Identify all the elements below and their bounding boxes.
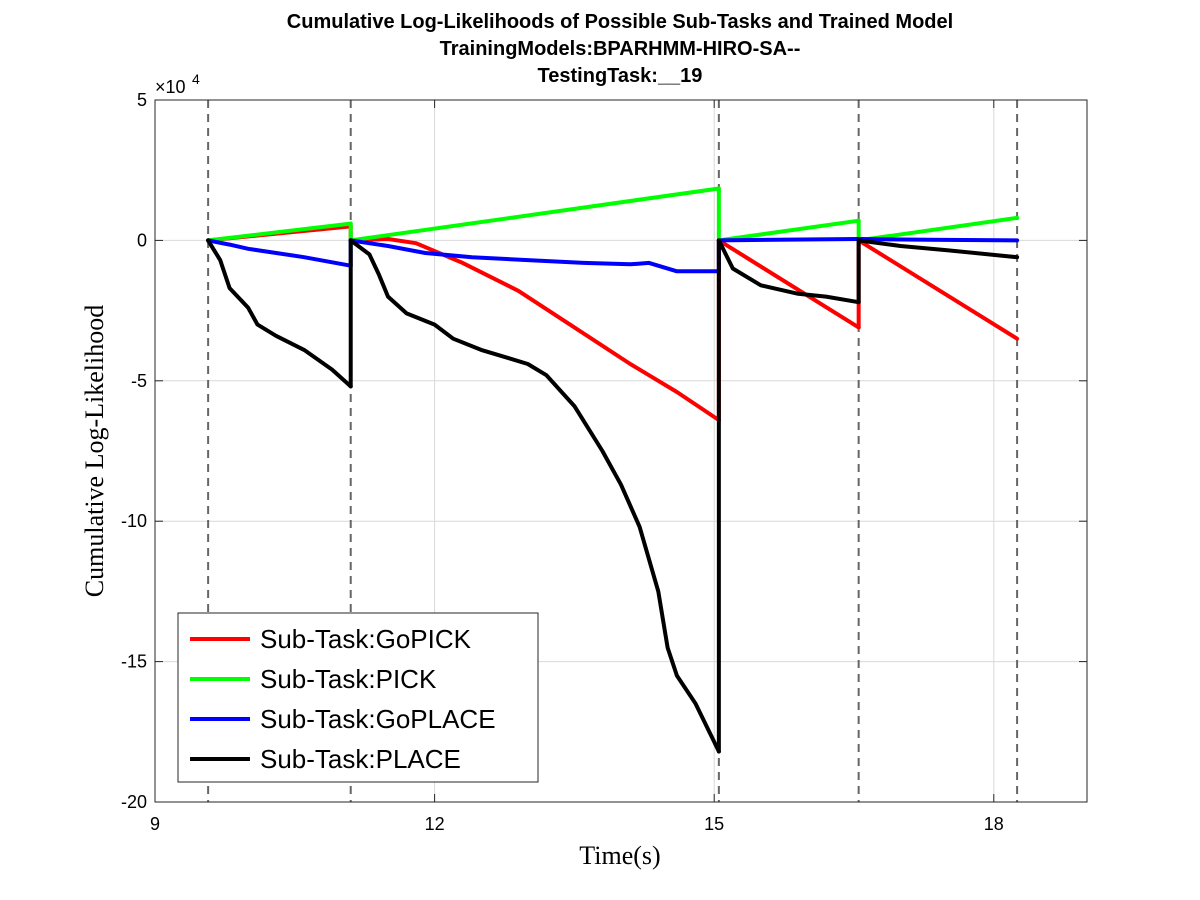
chart-title-line-1: Cumulative Log-Likelihoods of Possible S… <box>287 11 953 33</box>
y-axis-exponent-base: ×10 <box>155 77 186 97</box>
series-2-segment-3 <box>856 237 1020 243</box>
series-0-segment-1 <box>348 237 721 423</box>
legend-label-1: Sub-Task:PICK <box>260 664 437 694</box>
chart-title-line-2: TrainingModels:BPARHMM-HIRO-SA-- <box>440 38 801 60</box>
series-2-segment-0 <box>206 238 353 268</box>
y-tick-label-1: 0 <box>137 230 147 250</box>
x-tick-label-1: 12 <box>425 814 445 834</box>
x-axis-label: Time(s) <box>579 841 660 870</box>
y-axis-exponent: ×10 4 <box>155 71 200 97</box>
series-3-segment-2 <box>716 238 861 305</box>
y-axis-label: Cumulative Log-Likelihood <box>80 305 109 597</box>
chart-title-group: Cumulative Log-Likelihoods of Possible S… <box>287 11 953 87</box>
plot-frame <box>154 99 1088 803</box>
series-2-segment-1 <box>348 238 721 274</box>
x-tick-label-3: 18 <box>984 814 1004 834</box>
legend-box <box>177 612 539 783</box>
x-tick-label-2: 15 <box>704 814 724 834</box>
series-1-segment-2 <box>716 218 861 243</box>
legend-label-3: Sub-Task:PLACE <box>260 744 461 774</box>
series-3-segment-0 <box>206 238 353 389</box>
y-axis-exponent-power: 4 <box>192 71 200 87</box>
x-tick-label-0: 9 <box>150 814 160 834</box>
series-3-segment-3 <box>856 238 1020 260</box>
legend-label-2: Sub-Task:GoPLACE <box>260 704 496 734</box>
legend: Sub-Task:GoPICK Sub-Task:PICK Sub-Task:GoP… <box>177 612 539 783</box>
y-tick-label-0: 5 <box>137 90 147 110</box>
y-tick-label-3: -10 <box>121 511 147 531</box>
y-tick-label-2: -5 <box>131 371 147 391</box>
series-3-segment-1 <box>348 238 721 754</box>
series-1-segment-1 <box>348 186 721 243</box>
legend-label-0: Sub-Task:GoPICK <box>260 624 472 654</box>
y-tick-label-5: -20 <box>121 792 147 812</box>
series-1-segment-0 <box>206 221 353 243</box>
series-2-segment-2 <box>716 237 861 243</box>
y-tick-label-4: -15 <box>121 652 147 672</box>
chart-title-line-3: TestingTask:__19 <box>538 65 703 87</box>
series-0-segment-2 <box>716 238 861 330</box>
series-1-segment-3 <box>856 215 1020 243</box>
series-0-segment-3 <box>856 238 1020 341</box>
